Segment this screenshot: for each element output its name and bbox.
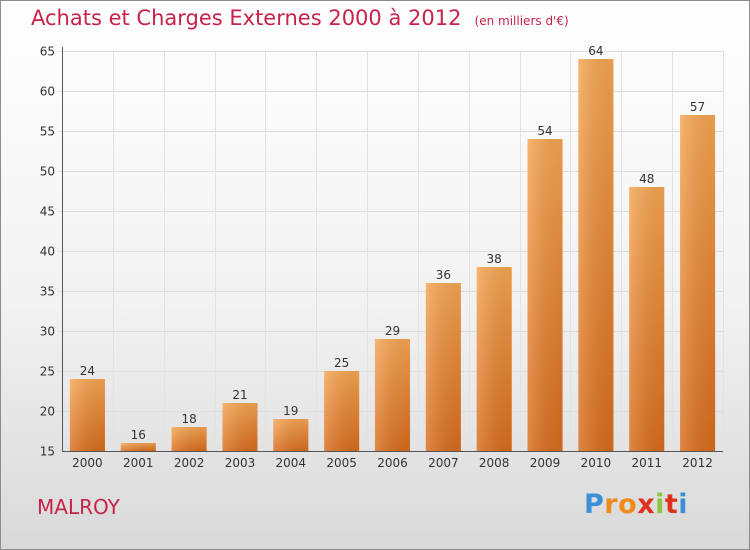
bar-value-label: 25 bbox=[334, 356, 349, 370]
bar-shade bbox=[629, 187, 665, 451]
bar-value-label: 64 bbox=[588, 44, 603, 58]
x-tick-label: 2012 bbox=[682, 456, 713, 470]
y-tick-label: 15 bbox=[40, 445, 55, 459]
bar-value-label: 24 bbox=[80, 364, 95, 378]
bar-value-label: 57 bbox=[690, 100, 705, 114]
commune-name: MALROY bbox=[37, 495, 120, 519]
bar-shade bbox=[69, 379, 105, 451]
bar-shade bbox=[527, 139, 563, 451]
logo-letter: x bbox=[637, 489, 656, 520]
logo-letter: t bbox=[664, 489, 679, 520]
proxiti-logo: Proxiti bbox=[584, 489, 688, 520]
y-tick-label: 40 bbox=[40, 245, 55, 259]
y-tick-label: 30 bbox=[40, 325, 55, 339]
y-tick-label: 60 bbox=[40, 85, 55, 99]
bar-shade bbox=[273, 419, 309, 451]
bar-layer bbox=[69, 59, 716, 451]
y-tick-label: 35 bbox=[40, 285, 55, 299]
x-tick-label: 2004 bbox=[276, 456, 307, 470]
bar-shade bbox=[222, 403, 258, 451]
x-tick-label: 2006 bbox=[377, 456, 408, 470]
x-tick-label: 2002 bbox=[174, 456, 205, 470]
y-tick-label: 20 bbox=[40, 405, 55, 419]
x-tick-label: 2010 bbox=[581, 456, 612, 470]
x-tick-label: 2003 bbox=[225, 456, 256, 470]
logo-letter: i bbox=[678, 489, 689, 520]
logo-letter: P bbox=[584, 489, 605, 520]
x-tick-label: 2007 bbox=[428, 456, 459, 470]
bar-value-label: 29 bbox=[385, 324, 400, 338]
bar-value-label: 21 bbox=[232, 388, 247, 402]
y-tick-label: 55 bbox=[40, 125, 55, 139]
logo-letter: i bbox=[655, 489, 665, 520]
bar-value-label: 48 bbox=[639, 172, 654, 186]
logo-letter: r bbox=[604, 489, 619, 520]
x-tick-label: 2005 bbox=[326, 456, 357, 470]
y-tick-label: 65 bbox=[40, 45, 55, 59]
bar-shade bbox=[578, 59, 614, 451]
x-tick-label: 2009 bbox=[530, 456, 561, 470]
label-layer: 15 20 25 30 35 40 45 50 55 60 65 24 2000 16 2001 18 2002… bbox=[40, 44, 713, 470]
bar-value-label: 19 bbox=[283, 404, 298, 418]
x-tick-label: 2008 bbox=[479, 456, 510, 470]
bar-shade bbox=[171, 427, 207, 451]
y-tick-label: 50 bbox=[40, 165, 55, 179]
bar-value-label: 36 bbox=[436, 268, 451, 282]
bar-value-label: 38 bbox=[487, 252, 502, 266]
bar-shade bbox=[324, 371, 360, 451]
bar-value-label: 54 bbox=[537, 124, 552, 138]
bar-shade bbox=[476, 267, 512, 451]
bar-value-label: 18 bbox=[181, 412, 196, 426]
y-tick-label: 45 bbox=[40, 205, 55, 219]
bar-shade bbox=[120, 443, 156, 451]
y-tick-label: 25 bbox=[40, 365, 55, 379]
logo-letter: o bbox=[618, 489, 638, 520]
bar-shade bbox=[680, 115, 716, 451]
title-row: Achats et Charges Externes 2000 à 2012 (… bbox=[31, 6, 569, 30]
chart-title: Achats et Charges Externes 2000 à 2012 bbox=[31, 6, 462, 30]
bar-shade bbox=[425, 283, 461, 451]
chart-unit-label: (en milliers d'€) bbox=[474, 14, 569, 28]
x-tick-label: 2011 bbox=[631, 456, 662, 470]
x-tick-label: 2000 bbox=[72, 456, 103, 470]
x-tick-label: 2001 bbox=[123, 456, 154, 470]
bar-shade bbox=[374, 339, 411, 451]
bar-value-label: 16 bbox=[131, 428, 146, 442]
